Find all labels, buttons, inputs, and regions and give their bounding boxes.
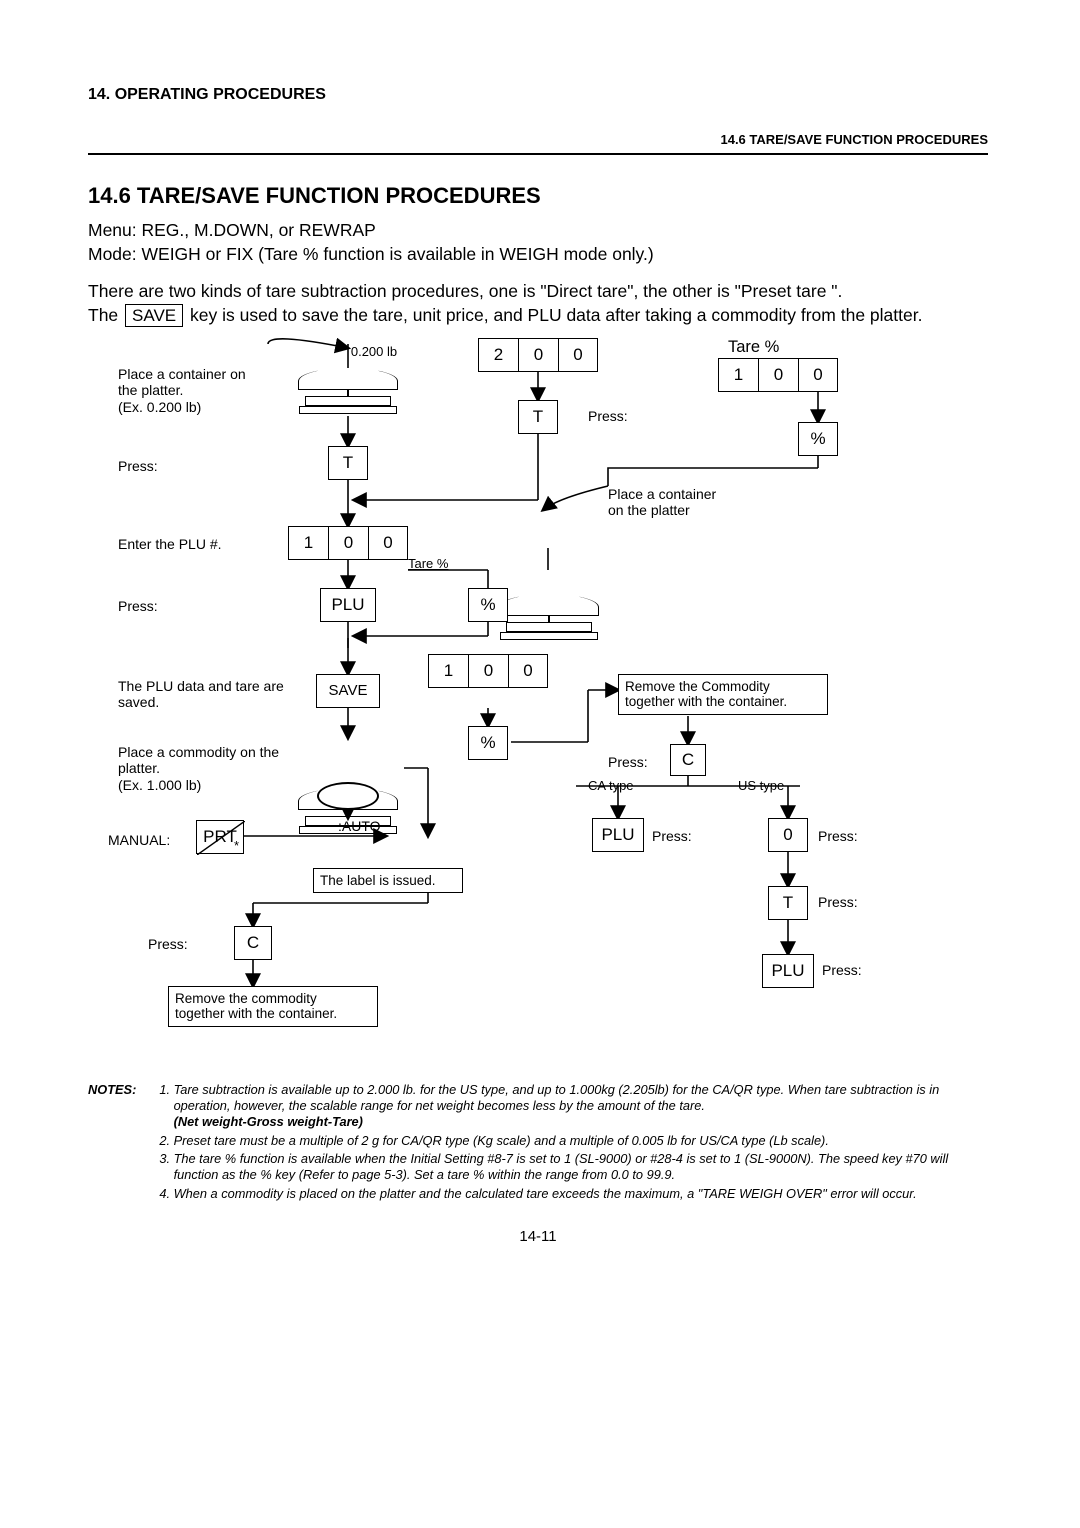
note-4: When a commodity is placed on the platte… — [174, 1186, 974, 1202]
remove-comm-l1: Remove the commodity — [175, 991, 317, 1006]
digit-0-key: 0 — [558, 338, 598, 372]
ca-type-label: CA type — [588, 778, 634, 793]
notes-lead: NOTES: — [88, 1082, 150, 1098]
press-label-7: Press: — [818, 828, 858, 845]
label-issued-box: The label is issued. — [313, 868, 463, 894]
t-key-us: T — [768, 886, 808, 920]
digit-0-key: 0 — [758, 358, 798, 392]
press-label-2: Press: — [118, 598, 158, 615]
plu-key-ca: PLU — [592, 818, 644, 852]
page-number: 14-11 — [88, 1228, 988, 1245]
press-label-1: Press: — [118, 458, 158, 475]
place-commodity-l2: platter. — [118, 760, 160, 776]
c-key-right: C — [670, 744, 706, 776]
pct-key: % — [468, 588, 508, 622]
note-3: The tare % function is available when th… — [174, 1151, 974, 1184]
place-container-l1: Place a container on — [118, 366, 246, 382]
place-container2-l2: on the platter — [608, 502, 690, 518]
remove-comm-l2: together with the container. — [175, 1006, 337, 1021]
t-key: T — [328, 446, 368, 480]
note-1-text: Tare subtraction is available up to 2.00… — [174, 1082, 940, 1113]
digit-0-key: 0 — [518, 338, 558, 372]
place-container-l3: (Ex. 0.200 lb) — [118, 399, 201, 415]
press-label-6: Press: — [652, 828, 692, 845]
press-label-5: Press: — [608, 754, 648, 771]
intro-line-2b: key is used to save the tare, unit price… — [185, 305, 922, 325]
section-title: 14.6 TARE/SAVE FUNCTION PROCEDURES — [88, 183, 988, 209]
auto-label: :AUTO — [338, 818, 381, 835]
press-label-8: Press: — [818, 894, 858, 911]
tare-pct-label: Tare % — [728, 338, 779, 357]
plu-key: PLU — [320, 588, 376, 622]
note-1-formula: (Net weight-Gross weight-Tare) — [174, 1114, 363, 1129]
press-label-9: Press: — [822, 962, 862, 979]
plu-saved-l2: saved. — [118, 694, 159, 710]
digit-0-key: 0 — [368, 526, 408, 560]
digit-1-key: 1 — [718, 358, 758, 392]
flow-diagram: 0.200 lb Place a container on the platte… — [88, 338, 988, 1068]
note-1: Tare subtraction is available up to 2.00… — [174, 1082, 974, 1131]
platter-icon — [494, 594, 604, 642]
enter-plu-label: Enter the PLU #. — [118, 536, 222, 553]
manual-label: MANUAL: — [108, 832, 170, 849]
weight-label: 0.200 lb — [340, 344, 408, 359]
note-2: Preset tare must be a multiple of 2 g fo… — [174, 1133, 974, 1149]
us-type-label: US type — [738, 778, 784, 793]
pct-key: % — [468, 726, 508, 760]
press-label-3: Press: — [148, 936, 188, 953]
pct-key: % — [798, 422, 838, 456]
place-commodity-l3: (Ex. 1.000 lb) — [118, 777, 201, 793]
plu-saved-l1: The PLU data and tare are — [118, 678, 284, 694]
place-container-l2: the platter. — [118, 382, 183, 398]
press-label-4: Press: — [588, 408, 628, 425]
digit-0-key: 0 — [468, 654, 508, 688]
notes-block: NOTES: Tare subtraction is available up … — [88, 1082, 988, 1205]
mode-line: Mode: WEIGH or FIX (Tare % function is a… — [88, 243, 988, 267]
menu-line: Menu: REG., M.DOWN, or REWRAP — [88, 219, 988, 243]
remove-comm2-l2: together with the container. — [625, 694, 787, 709]
digit-0-key-us: 0 — [768, 818, 808, 852]
save-key-inline: SAVE — [125, 304, 183, 327]
intro-line-2a: The — [88, 305, 123, 325]
intro-line-1: There are two kinds of tare subtraction … — [88, 281, 842, 301]
save-key: SAVE — [316, 674, 380, 708]
t-key: T — [518, 400, 558, 434]
c-key: C — [234, 926, 272, 960]
prt-key: PRT * — [196, 820, 244, 854]
digit-1-key: 1 — [428, 654, 468, 688]
digit-0-key: 0 — [798, 358, 838, 392]
place-container2-l1: Place a container — [608, 486, 716, 502]
star-subkey: * — [234, 838, 239, 853]
digit-2-key: 2 — [478, 338, 518, 372]
section-heading-right: 14.6 TARE/SAVE FUNCTION PROCEDURES — [88, 132, 988, 147]
digit-0-key: 0 — [508, 654, 548, 688]
chapter-heading: 14. OPERATING PROCEDURES — [88, 86, 988, 104]
place-commodity-l1: Place a commodity on the — [118, 744, 279, 760]
platter-icon — [293, 368, 403, 416]
intro-paragraph: There are two kinds of tare subtraction … — [88, 280, 988, 327]
remove-comm2-l1: Remove the Commodity — [625, 679, 770, 694]
divider — [88, 153, 988, 155]
plu-key-us: PLU — [762, 954, 814, 988]
digit-0-key: 0 — [328, 526, 368, 560]
tare-pct-mid-label: Tare % — [408, 556, 448, 571]
digit-1-key: 1 — [288, 526, 328, 560]
